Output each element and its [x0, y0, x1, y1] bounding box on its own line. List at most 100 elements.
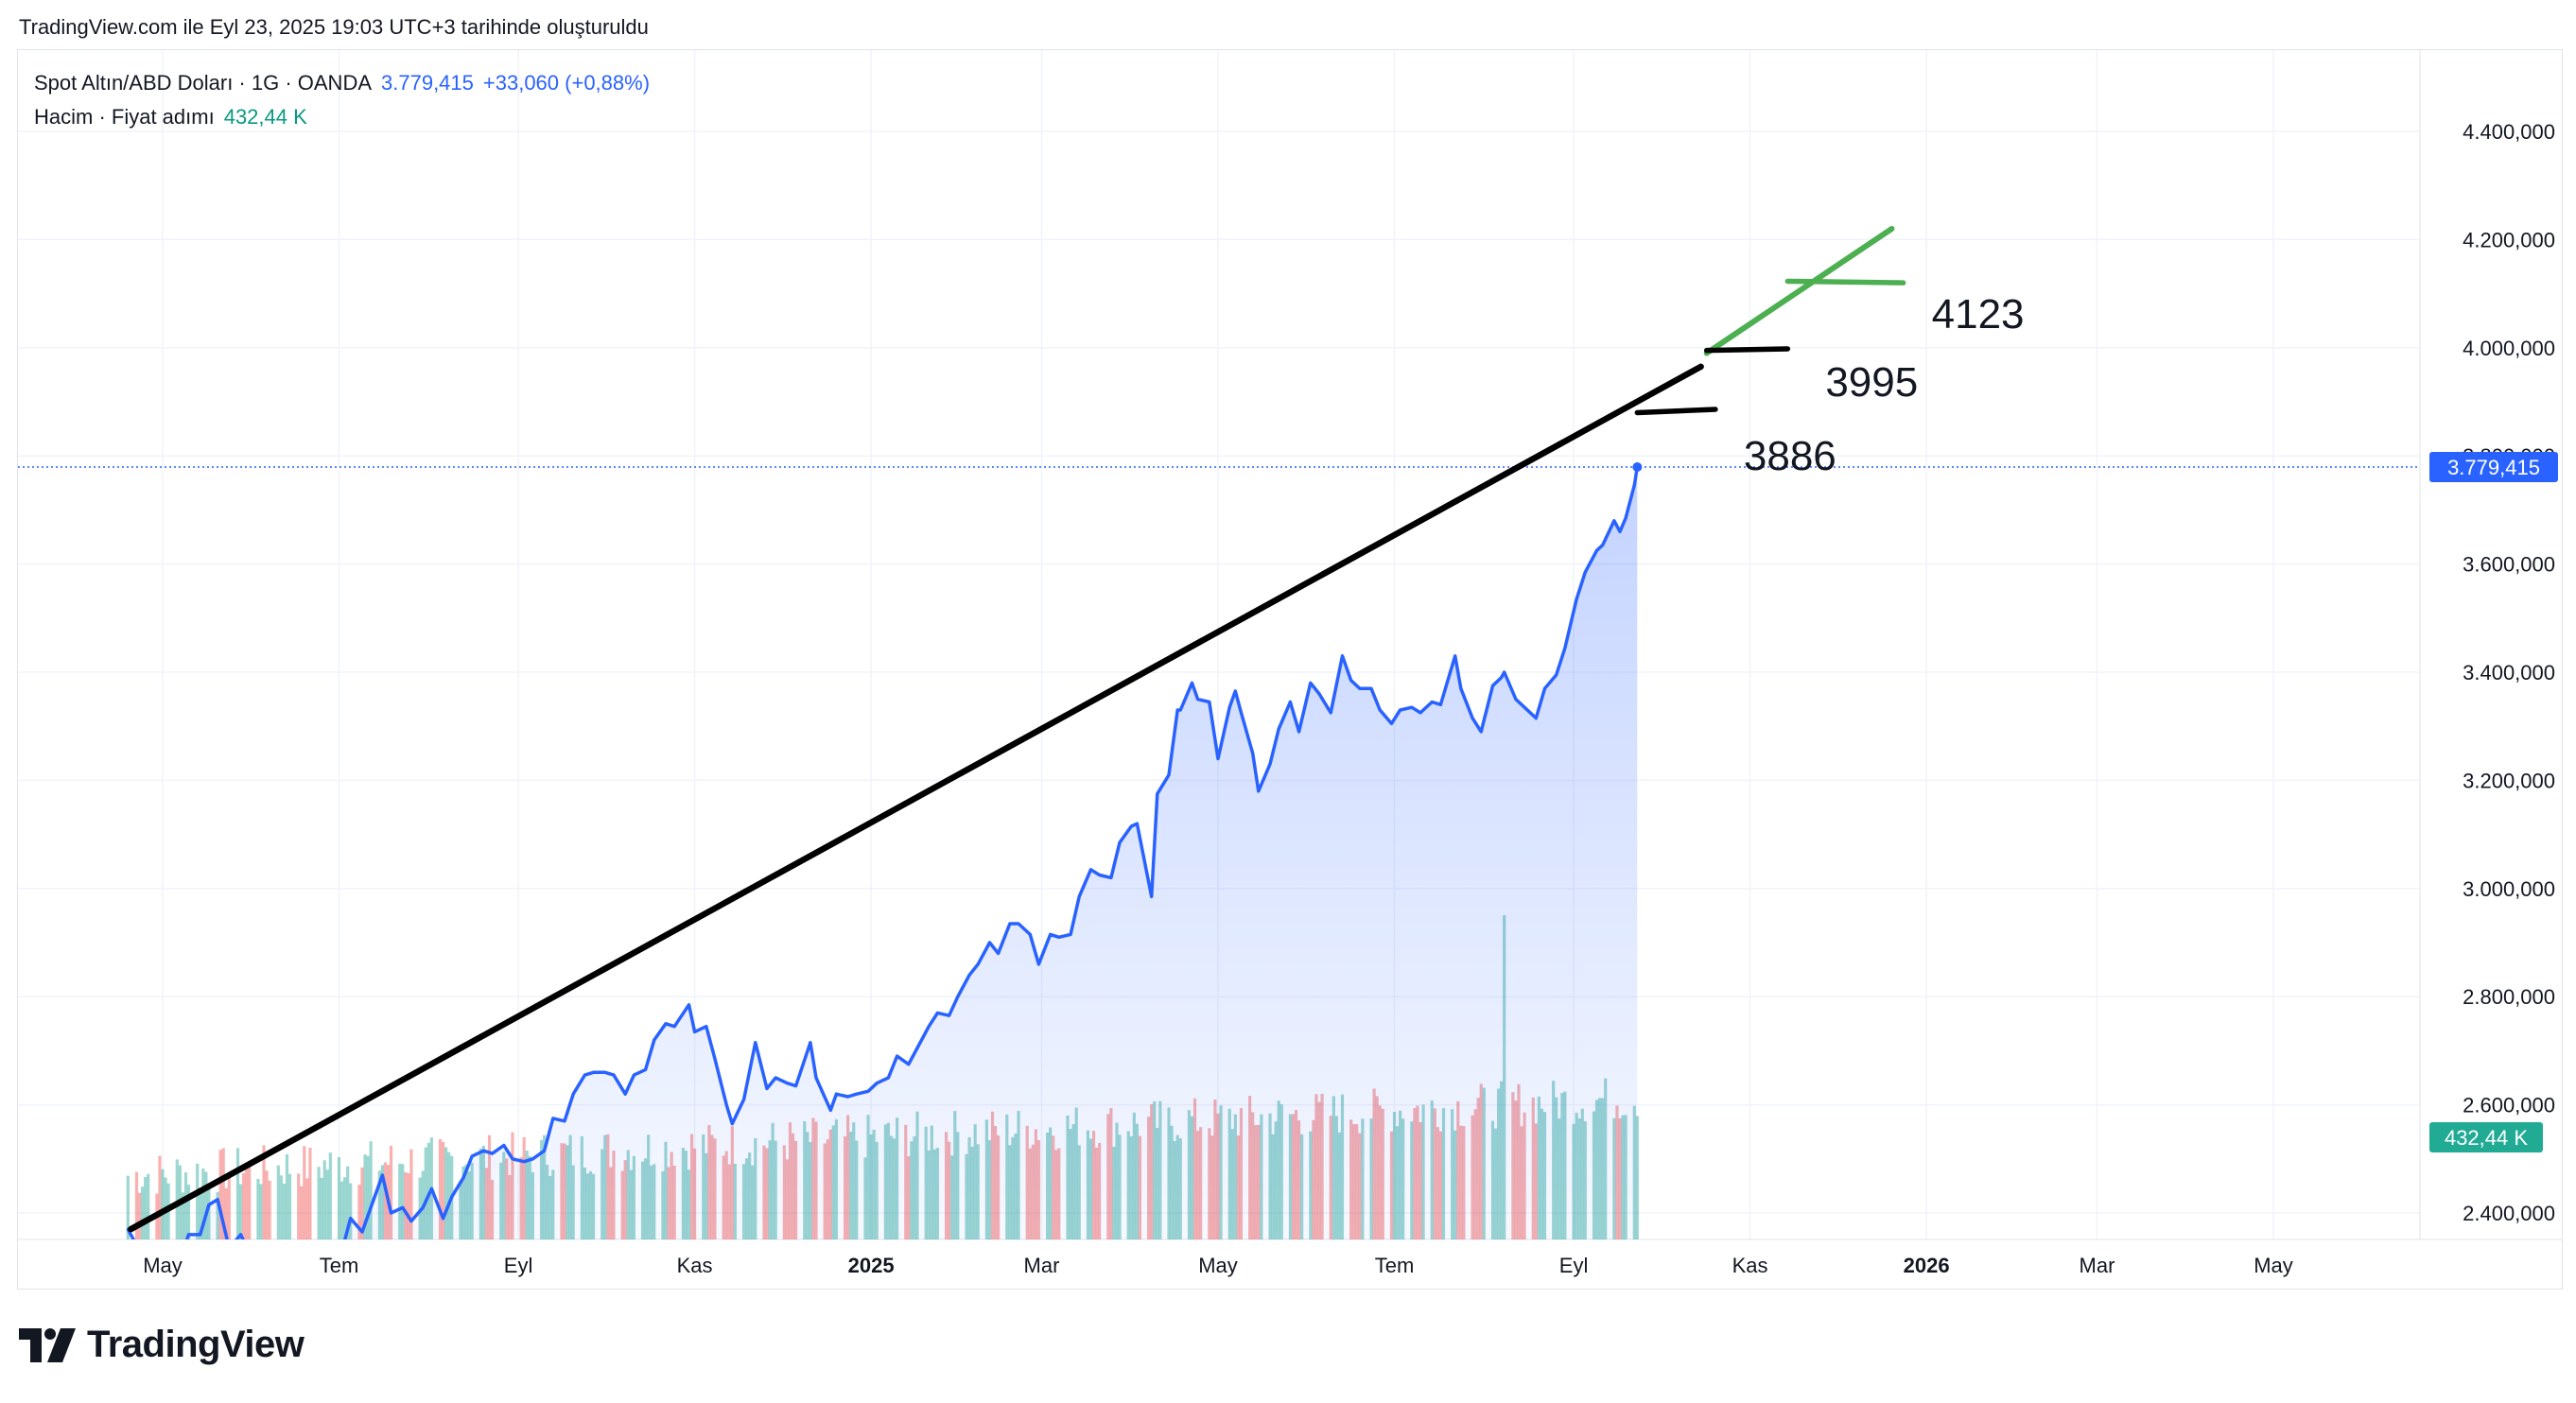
volume-bar — [199, 1187, 202, 1239]
volume-bar — [287, 1173, 292, 1239]
price-point — [1175, 708, 1179, 712]
price-point — [754, 1041, 757, 1045]
volume-bar — [407, 1173, 410, 1239]
price-point — [531, 1157, 534, 1161]
price-point — [1534, 717, 1538, 720]
price-point — [1390, 721, 1393, 725]
volume-bar — [409, 1149, 413, 1239]
price-point — [1491, 684, 1494, 687]
price-point — [612, 1073, 616, 1077]
price-point — [835, 1092, 838, 1096]
target-line-3995[interactable] — [1703, 346, 1791, 354]
grid-lines — [18, 50, 2563, 1240]
price-point — [260, 1250, 263, 1253]
price-point — [1575, 598, 1578, 601]
price-point — [1216, 757, 1220, 760]
y-tick-label: 4.000,000 — [2463, 337, 2555, 360]
x-tick-label: Kas — [1732, 1254, 1768, 1277]
volume-bar — [144, 1177, 148, 1239]
price-point — [936, 1011, 939, 1014]
x-tick-label: May — [1198, 1254, 1238, 1277]
price-point — [809, 1041, 812, 1045]
price-point — [1150, 894, 1154, 898]
price-point — [688, 1003, 690, 1007]
price-point — [730, 1122, 734, 1126]
price-point — [369, 1205, 373, 1209]
price-point — [571, 1092, 575, 1096]
volume-bar — [349, 1183, 353, 1239]
price-point — [1196, 698, 1199, 701]
price-point — [644, 1068, 648, 1071]
price-point — [786, 1082, 789, 1085]
green-trendline[interactable] — [1703, 225, 1895, 356]
target-line-4123[interactable] — [1784, 278, 1906, 286]
volume-bar — [224, 1187, 228, 1239]
volume-bar — [320, 1177, 323, 1239]
price-point — [1378, 708, 1382, 712]
price-point — [1309, 682, 1313, 684]
price-point — [967, 973, 971, 977]
y-axis[interactable]: 2.400,000 2.600,000 2.800,000 3.000,000 3.20… — [2429, 120, 2558, 1225]
symbol-label[interactable]: Spot Altın/ABD Doları · 1G · OANDA — [34, 71, 373, 95]
price-point — [705, 1025, 708, 1029]
price-point — [1595, 548, 1598, 552]
price-point — [1049, 933, 1053, 936]
price-point — [875, 1082, 879, 1085]
volume-label[interactable]: Hacim · Fiyat adımı — [34, 105, 215, 129]
price-point — [522, 1160, 526, 1164]
price-point — [915, 1047, 919, 1049]
price-point — [1118, 840, 1122, 844]
volume-bar — [346, 1166, 350, 1239]
x-tick-label: 2025 — [848, 1254, 895, 1277]
volume-bar — [227, 1172, 231, 1239]
price-point — [1453, 654, 1457, 658]
price-point — [632, 1073, 635, 1077]
price-point — [1017, 922, 1020, 926]
price-point — [774, 1076, 777, 1080]
drawings[interactable]: 3886 3995 4123 — [18, 225, 2420, 1233]
price-point — [1240, 711, 1243, 715]
price-point — [199, 1233, 202, 1237]
price-point — [1156, 792, 1159, 796]
price-point — [1500, 676, 1504, 680]
trendline[interactable] — [128, 363, 1704, 1233]
y-tick-label: 3.000,000 — [2463, 877, 2555, 901]
y-tick-label: 3.400,000 — [2463, 661, 2555, 684]
volume-bar — [218, 1150, 222, 1239]
price-point — [1167, 773, 1171, 777]
volume-bar — [401, 1164, 405, 1239]
volume-bar — [343, 1177, 347, 1239]
last-price-dot — [1632, 461, 1643, 472]
volume-bar — [339, 1181, 344, 1239]
volume-bar — [1635, 1116, 1639, 1239]
price-point — [1555, 673, 1558, 677]
price-point — [1459, 686, 1463, 690]
volume-bar — [262, 1145, 266, 1239]
price-point — [907, 1063, 911, 1066]
price-point — [814, 1076, 818, 1080]
price-point — [543, 1149, 546, 1152]
price-point — [693, 1030, 696, 1033]
price-point — [360, 1230, 364, 1234]
volume-bar — [369, 1141, 373, 1239]
tradingview-logo[interactable]: TradingView — [19, 1324, 305, 1366]
price-point — [1109, 875, 1113, 879]
price-point — [1178, 708, 1182, 712]
price-point — [280, 1257, 283, 1260]
price-point — [765, 1087, 769, 1090]
last-price-tag — [2429, 451, 2558, 482]
target-line-3886[interactable] — [1634, 407, 1718, 416]
price-point — [1624, 516, 1627, 520]
x-axis[interactable]: May Tem Eyl Kas 2025 Mar May Tem Eyl Kas 2026 Mar Ma… — [143, 1254, 2293, 1277]
volume-bar — [161, 1169, 165, 1239]
x-tick-label: Eyl — [504, 1254, 533, 1277]
volume-bar — [360, 1167, 364, 1239]
price-point — [1077, 894, 1081, 898]
price-point — [349, 1217, 353, 1221]
price-series — [126, 461, 1643, 1260]
volume-bar — [259, 1184, 263, 1239]
volume-bar — [303, 1146, 306, 1239]
price-point — [1277, 727, 1280, 731]
volume-bar — [196, 1163, 200, 1239]
